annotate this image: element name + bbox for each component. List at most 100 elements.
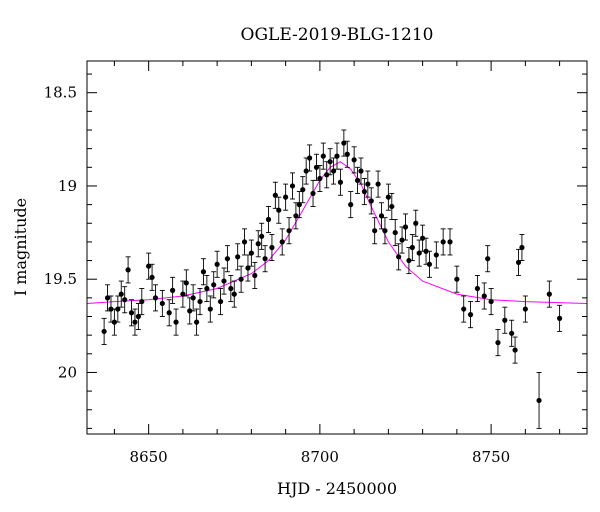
data-point: [265, 216, 272, 223]
data-point: [557, 315, 563, 321]
data-point: [115, 306, 121, 312]
data-point: [214, 261, 220, 267]
data-point: [495, 340, 501, 346]
data-point: [238, 276, 244, 282]
data-point: [269, 244, 275, 251]
data-point: [231, 291, 237, 297]
data-point: [413, 220, 419, 226]
data-point: [259, 233, 265, 239]
data-point: [252, 272, 258, 279]
data-point: [351, 157, 357, 163]
data-point: [200, 269, 207, 275]
data-point: [509, 330, 515, 336]
data-point: [193, 319, 200, 325]
data-point: [358, 168, 364, 174]
data-point: [135, 313, 141, 320]
data-point: [324, 172, 330, 178]
data-point: [180, 291, 186, 297]
data-point: [334, 153, 340, 159]
data-point: [118, 291, 124, 297]
data-point: [337, 179, 344, 185]
data-point: [327, 159, 333, 165]
data-point: [149, 274, 155, 280]
data-point: [190, 295, 196, 301]
data-point: [406, 257, 412, 264]
data-point: [293, 213, 299, 219]
data-point: [228, 285, 234, 292]
data-point: [396, 254, 402, 260]
chart-title: OGLE-2019-BLG-1210: [241, 25, 434, 45]
data-point: [317, 175, 323, 182]
data-point: [221, 278, 227, 284]
data-point: [385, 194, 391, 200]
data-point: [361, 188, 367, 195]
data-point: [522, 306, 528, 312]
data-point: [354, 177, 361, 183]
data-point: [235, 254, 241, 260]
data-point: [536, 397, 542, 404]
data-point: [187, 308, 193, 314]
data-point: [125, 267, 131, 273]
data-point: [248, 250, 254, 256]
data-point: [279, 239, 285, 245]
data-point: [128, 310, 135, 316]
data-point: [368, 198, 374, 204]
data-point: [378, 213, 385, 219]
data-point: [481, 293, 487, 299]
data-point: [289, 183, 296, 189]
data-point: [296, 202, 302, 208]
data-point: [348, 202, 354, 208]
plot-frame: [86, 60, 588, 435]
tick-labels: 8650 8700 8750 18.5 19 19.5 20: [44, 84, 511, 466]
data-point: [454, 276, 460, 282]
data-point: [382, 228, 388, 234]
data-point: [166, 310, 172, 316]
data-point: [310, 190, 316, 197]
model-curve-group: [87, 161, 587, 304]
data-point: [183, 280, 189, 286]
data-point: [173, 319, 179, 325]
model-curve: [87, 161, 587, 304]
data-point: [341, 140, 347, 146]
x-axis-label: HJD - 2450000: [277, 479, 397, 498]
data-point: [303, 168, 309, 174]
data-point: [392, 229, 398, 236]
x-tick-label: 8700: [301, 448, 339, 466]
data-point: [320, 153, 326, 159]
data-point: [286, 228, 292, 234]
data-point: [372, 228, 378, 234]
axis-ticks: [87, 61, 587, 434]
data-point: [283, 194, 289, 200]
data-point: [519, 244, 525, 251]
data-point: [512, 347, 518, 353]
data-point: [111, 319, 117, 325]
x-tick-label: 8750: [472, 448, 510, 466]
data-point: [197, 298, 203, 305]
data-point: [101, 328, 107, 335]
data-point: [409, 244, 415, 251]
data-point: [313, 164, 320, 170]
data-point: [488, 298, 494, 305]
y-tick-label: 19.5: [44, 270, 77, 288]
data-point: [122, 297, 128, 303]
data-point: [399, 237, 405, 243]
data-point: [132, 319, 138, 325]
data-point: [207, 306, 213, 312]
data-points: [101, 129, 563, 429]
data-point: [204, 285, 210, 292]
data-point: [211, 282, 217, 288]
data-point: [170, 287, 176, 293]
data-point: [159, 300, 165, 307]
data-point: [146, 263, 152, 269]
data-point: [375, 181, 381, 187]
data-point: [108, 306, 114, 312]
data-point: [245, 265, 251, 271]
data-point: [423, 248, 429, 254]
data-point: [440, 239, 446, 245]
data-point: [276, 207, 282, 213]
data-point: [389, 203, 395, 210]
data-point: [241, 239, 248, 245]
data-point: [416, 250, 422, 256]
data-point: [307, 155, 313, 161]
